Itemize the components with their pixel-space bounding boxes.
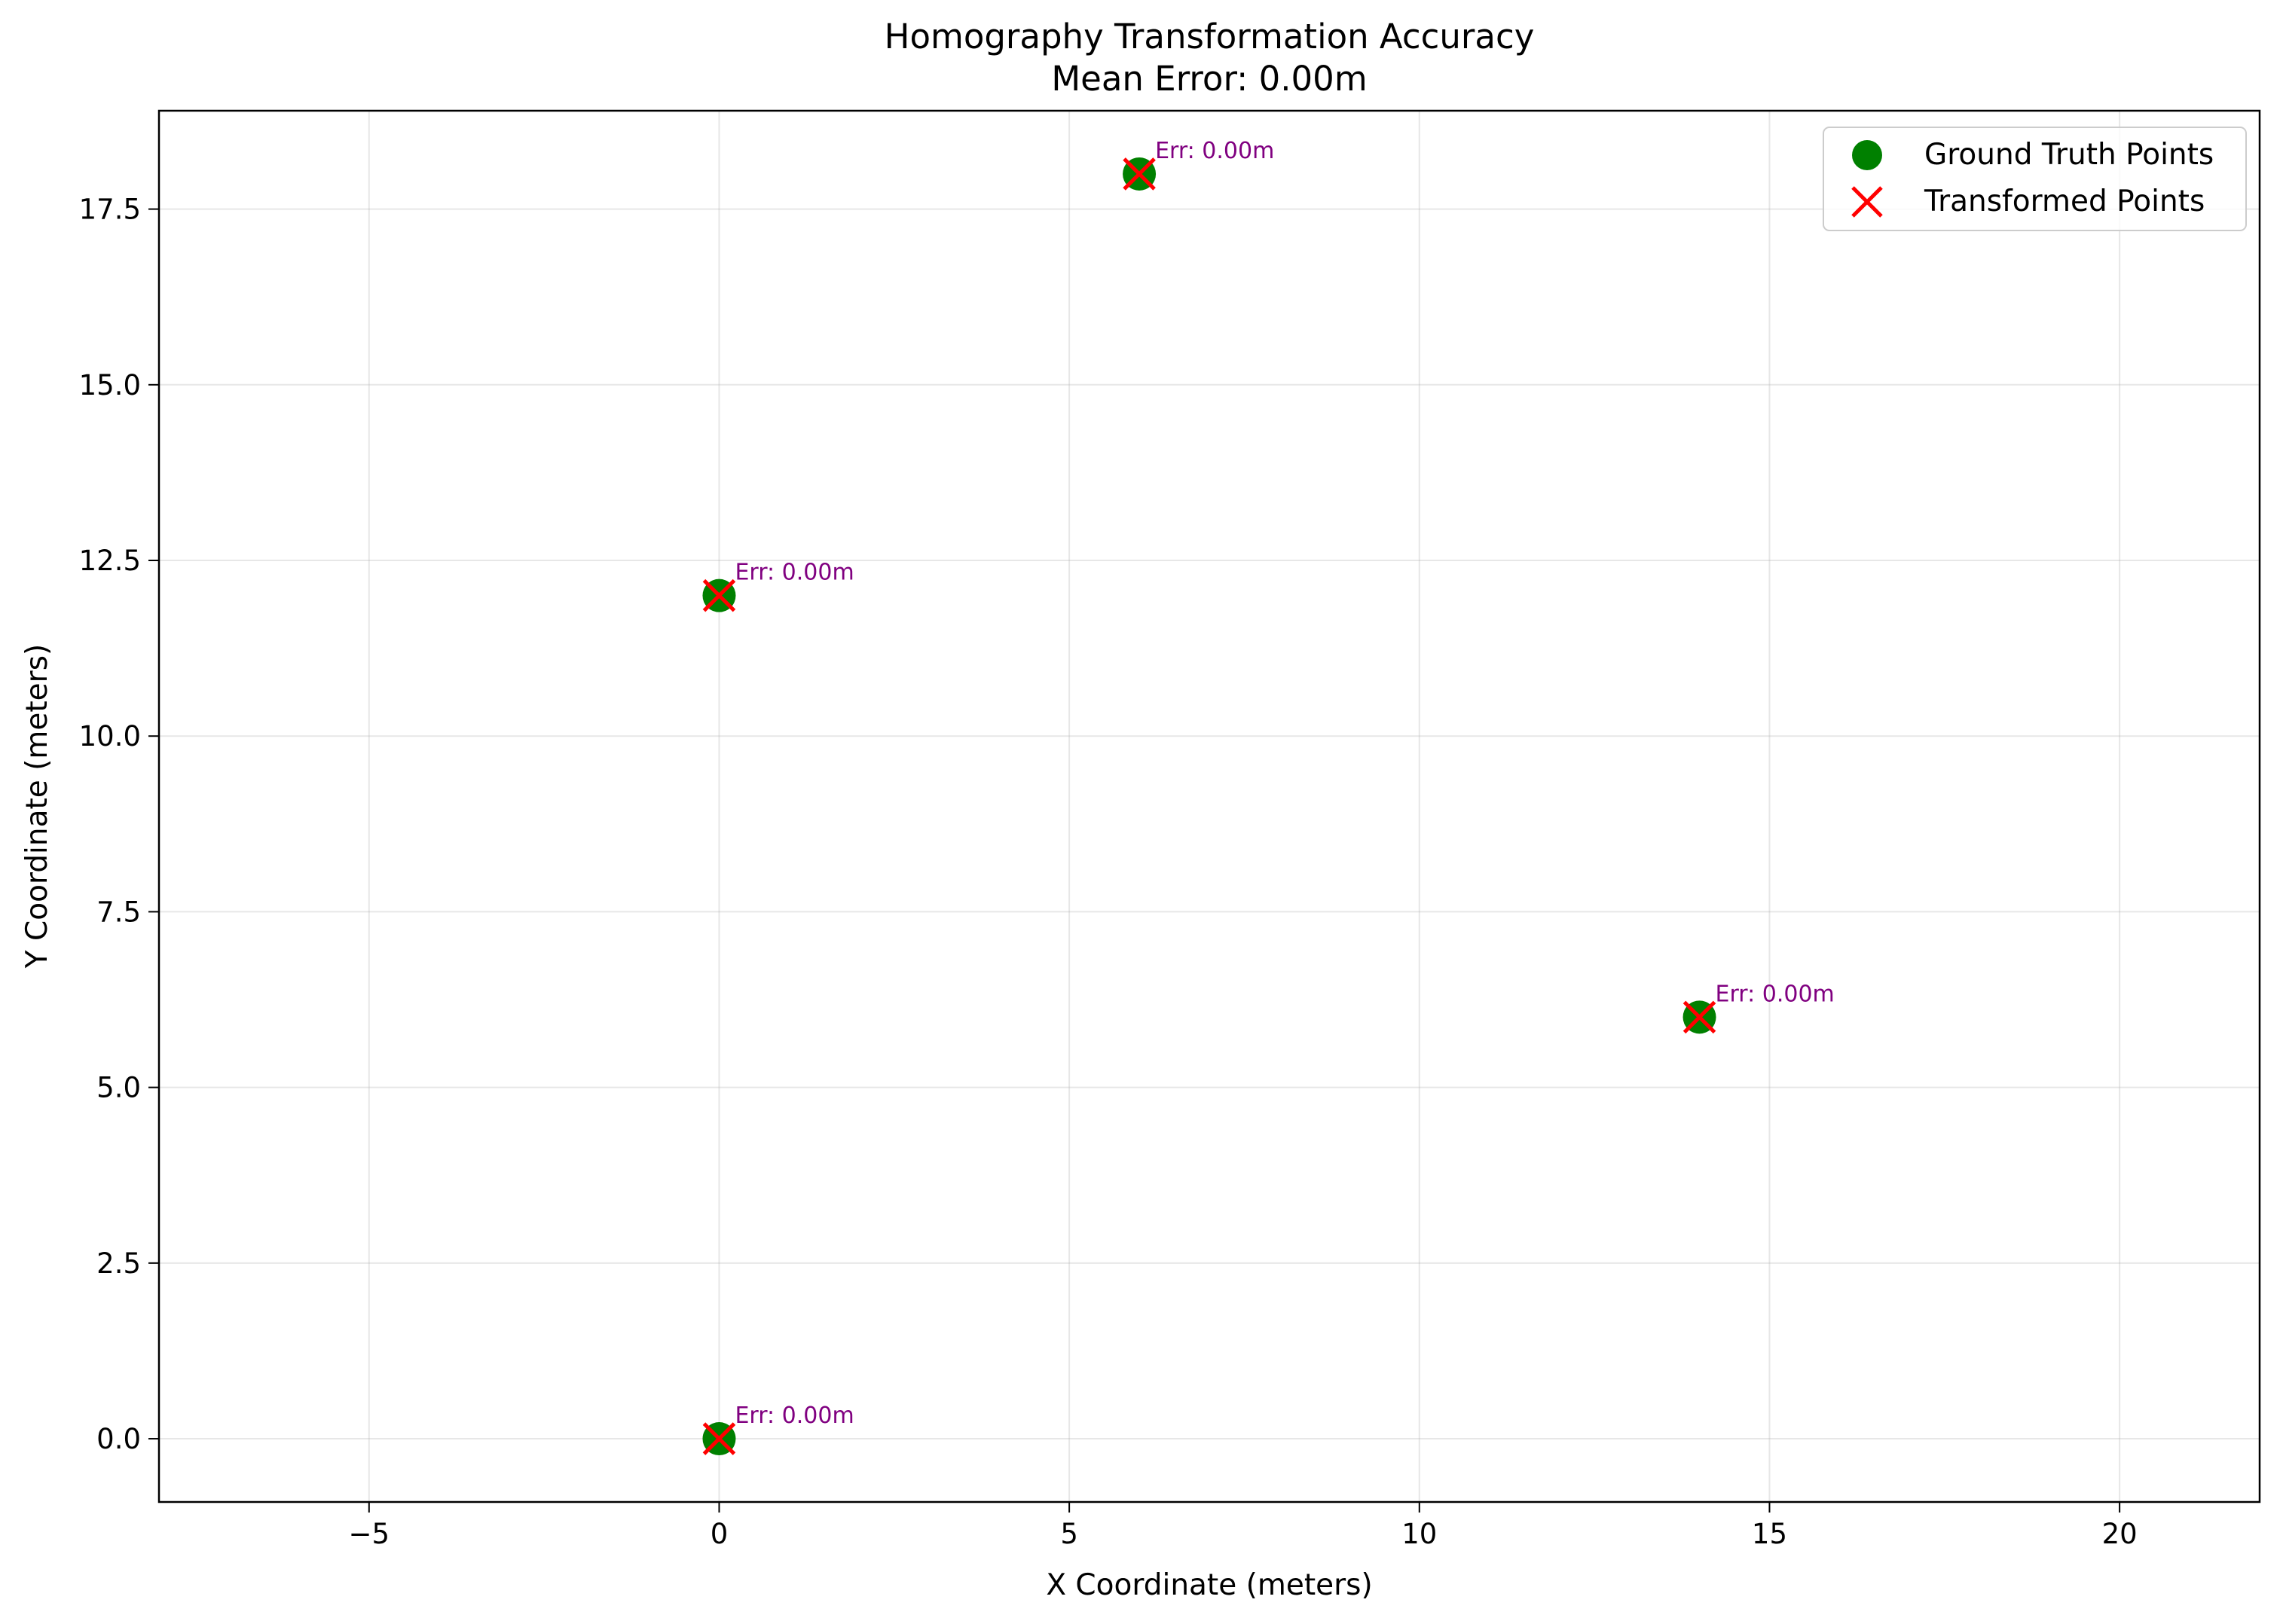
transformed-point: [1123, 157, 1156, 191]
chart-subtitle: Mean Error: 0.00m: [1051, 59, 1367, 99]
transformed-point: [1682, 1000, 1716, 1034]
y-tick-label: 12.5: [79, 545, 141, 577]
legend-transformed-marker: [1851, 186, 1883, 218]
transformed-point: [702, 1422, 736, 1455]
legend-label-ground-truth: Ground Truth Points: [1924, 138, 2214, 172]
legend: Ground Truth Points Transformed Points: [1823, 127, 2247, 231]
x-tick-label: 15: [1752, 1518, 1787, 1550]
y-tick-label: 0.0: [96, 1423, 141, 1455]
legend-box: [1823, 127, 2247, 231]
x-tick-label: 5: [1060, 1518, 1078, 1550]
error-annotation: Err: 0.00m: [1155, 138, 1274, 164]
y-tick-label: 15.0: [79, 369, 141, 401]
y-tick-label: 17.5: [79, 194, 141, 226]
chart-title: Homography Transformation Accuracy: [885, 17, 1535, 56]
y-axis-label: Y Coordinate (meters): [20, 644, 54, 969]
legend-ground-truth-marker: [1852, 140, 1882, 170]
x-tick-label: −5: [349, 1518, 390, 1550]
error-annotation: Err: 0.00m: [1716, 981, 1835, 1007]
y-tick-label: 2.5: [96, 1247, 141, 1280]
transformed-point: [702, 578, 736, 612]
x-tick-label: 10: [1401, 1518, 1437, 1550]
legend-label-transformed: Transformed Points: [1924, 185, 2205, 218]
x-tick-label: 0: [711, 1518, 729, 1550]
y-tick-label: 10.0: [79, 720, 141, 752]
x-axis-label: X Coordinate (meters): [1046, 1568, 1372, 1602]
y-tick-label: 5.0: [96, 1072, 141, 1104]
error-annotation: Err: 0.00m: [735, 1403, 854, 1429]
y-tick-label: 7.5: [96, 896, 141, 928]
error-annotation: Err: 0.00m: [735, 560, 854, 586]
x-tick-label: 20: [2102, 1518, 2138, 1550]
plot-area-frame: [157, 109, 2261, 1503]
